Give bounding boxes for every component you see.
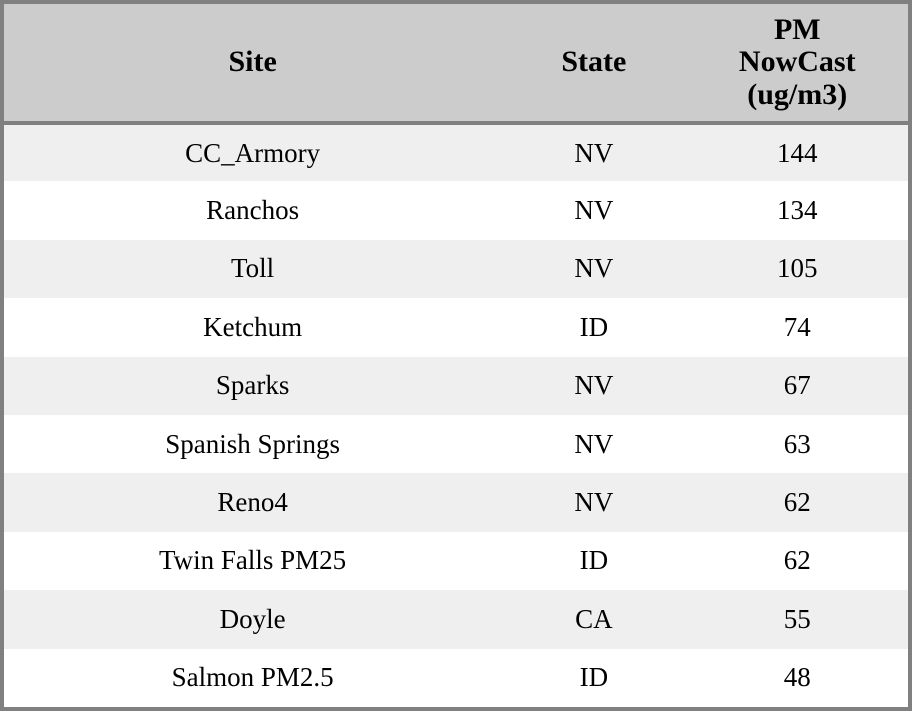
cell-site: Ranchos xyxy=(4,181,502,240)
cell-pm-nowcast: 67 xyxy=(686,356,908,415)
cell-state: ID xyxy=(501,648,687,707)
table-row[interactable]: Reno4 NV 62 xyxy=(4,473,908,532)
cell-state: NV xyxy=(501,414,687,474)
table-row[interactable]: Doyle CA 55 xyxy=(4,590,908,649)
cell-state: ID xyxy=(501,531,687,591)
table-row[interactable]: Twin Falls PM25 ID 62 xyxy=(4,531,908,591)
table-row[interactable]: Spanish Springs NV 63 xyxy=(4,414,908,474)
cell-state: NV xyxy=(501,239,687,299)
cell-pm-nowcast: 48 xyxy=(686,648,908,707)
pm-nowcast-table: Site State PM NowCast (ug/m3) CC_Armory … xyxy=(4,4,908,707)
table-body: CC_Armory NV 144 Ranchos NV 134 Toll NV … xyxy=(4,123,908,707)
table-row[interactable]: Ranchos NV 134 xyxy=(4,181,908,240)
cell-pm-nowcast: 62 xyxy=(686,531,908,591)
cell-state: ID xyxy=(501,298,687,357)
column-header-pm-nowcast-line3: (ug/m3) xyxy=(747,77,848,111)
table-row[interactable]: CC_Armory NV 144 xyxy=(4,123,908,182)
column-header-site-label: Site xyxy=(228,45,277,79)
cell-pm-nowcast: 63 xyxy=(686,414,908,474)
cell-pm-nowcast: 144 xyxy=(686,123,908,182)
cell-state: CA xyxy=(501,590,687,649)
column-header-state-label: State xyxy=(561,45,627,79)
cell-pm-nowcast: 62 xyxy=(686,473,908,532)
table-header-row: Site State PM NowCast (ug/m3) xyxy=(4,4,908,125)
column-header-pm-nowcast[interactable]: PM NowCast (ug/m3) xyxy=(686,4,908,125)
cell-pm-nowcast: 55 xyxy=(686,590,908,649)
cell-state: NV xyxy=(501,473,687,532)
table-row[interactable]: Ketchum ID 74 xyxy=(4,298,908,357)
cell-site: Sparks xyxy=(4,356,502,415)
cell-site: Twin Falls PM25 xyxy=(4,531,502,591)
column-header-site[interactable]: Site xyxy=(4,4,502,125)
table-row[interactable]: Salmon PM2.5 ID 48 xyxy=(4,648,908,707)
column-header-pm-nowcast-line1: PM xyxy=(773,12,821,46)
table-row[interactable]: Sparks NV 67 xyxy=(4,356,908,415)
cell-site: CC_Armory xyxy=(4,123,502,182)
cell-pm-nowcast: 134 xyxy=(686,181,908,240)
cell-pm-nowcast: 105 xyxy=(686,239,908,299)
cell-pm-nowcast: 74 xyxy=(686,298,908,357)
cell-site: Toll xyxy=(4,239,502,299)
table-header: Site State PM NowCast (ug/m3) xyxy=(4,4,908,125)
cell-state: NV xyxy=(501,181,687,240)
cell-site: Salmon PM2.5 xyxy=(4,648,502,707)
cell-state: NV xyxy=(501,123,687,182)
column-header-pm-nowcast-line2: NowCast xyxy=(738,45,856,79)
cell-site: Spanish Springs xyxy=(4,414,502,474)
cell-site: Reno4 xyxy=(4,473,502,532)
cell-site: Ketchum xyxy=(4,298,502,357)
column-header-state[interactable]: State xyxy=(501,4,687,125)
cell-state: NV xyxy=(501,356,687,415)
table-row[interactable]: Toll NV 105 xyxy=(4,239,908,299)
cell-site: Doyle xyxy=(4,590,502,649)
